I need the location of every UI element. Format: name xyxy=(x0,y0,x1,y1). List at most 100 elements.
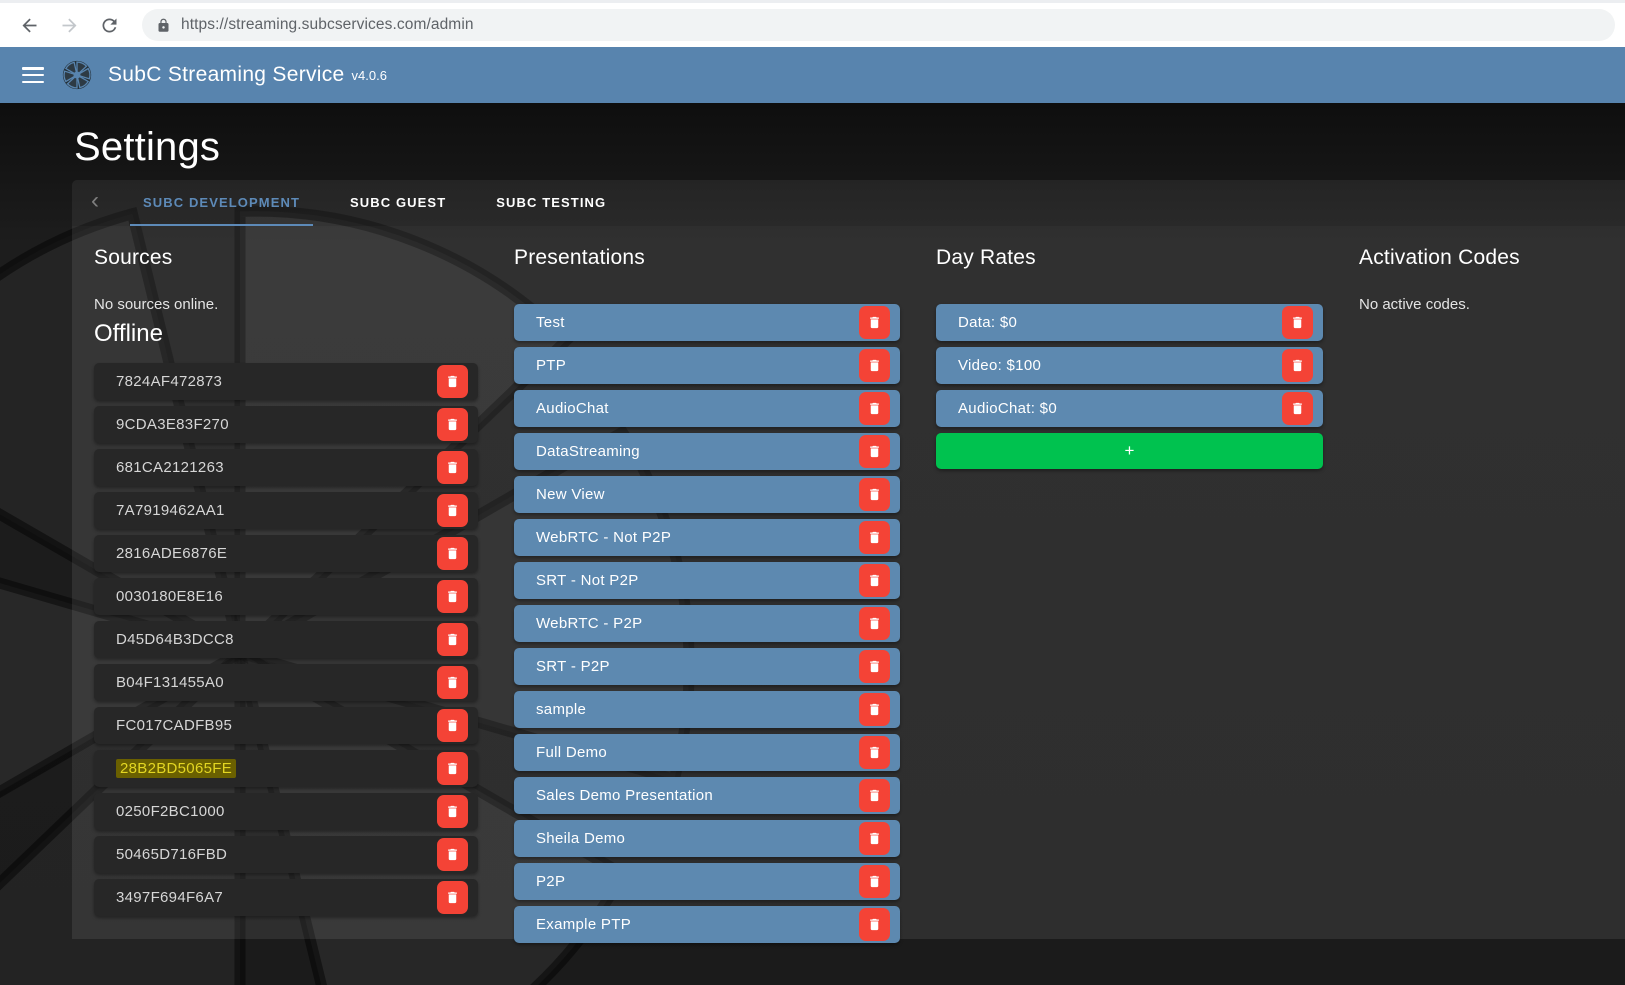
activation-codes-status: No active codes. xyxy=(1359,296,1470,313)
delete-source-button[interactable] xyxy=(437,580,468,613)
forward-button[interactable] xyxy=(52,8,86,42)
delete-presentation-button[interactable] xyxy=(859,779,890,812)
trash-icon xyxy=(448,461,457,474)
delete-source-button[interactable] xyxy=(437,537,468,570)
delete-day-rate-button[interactable] xyxy=(1282,306,1313,339)
trash-icon xyxy=(448,891,457,904)
trash-icon xyxy=(870,359,879,372)
presentation-name: Full Demo xyxy=(536,744,608,761)
account-tabs: ‹ SUBC DEVELOPMENT SUBC GUEST SUBC TESTI… xyxy=(72,180,1625,226)
trash-icon xyxy=(1293,316,1302,329)
presentation-row[interactable]: DataStreaming xyxy=(514,433,900,470)
trash-icon xyxy=(870,789,879,802)
day-rate-value: Data: $0 xyxy=(958,314,1018,331)
add-day-rate-button[interactable]: + xyxy=(936,433,1323,469)
delete-source-button[interactable] xyxy=(437,408,468,441)
presentations-column: Presentations Test PTP xyxy=(514,246,900,949)
menu-icon[interactable] xyxy=(22,67,44,83)
source-id: 0030180E8E16 xyxy=(116,588,224,605)
forward-icon xyxy=(62,18,76,32)
delete-presentation-button[interactable] xyxy=(859,435,890,468)
tab[interactable]: SUBC DEVELOPMENT xyxy=(130,180,314,226)
delete-source-button[interactable] xyxy=(437,752,468,785)
delete-source-button[interactable] xyxy=(437,365,468,398)
presentation-row[interactable]: PTP xyxy=(514,347,900,384)
delete-source-button[interactable] xyxy=(437,451,468,484)
day-rate-row[interactable]: Data: $0 xyxy=(936,304,1323,341)
trash-icon xyxy=(1293,359,1302,372)
source-row: 3497F694F6A7 xyxy=(94,879,478,916)
presentation-row[interactable]: AudioChat xyxy=(514,390,900,427)
settings-panel: Sources No sources online. Offline 7824A… xyxy=(72,226,1625,943)
trash-icon xyxy=(448,676,457,689)
delete-source-button[interactable] xyxy=(437,881,468,914)
back-button[interactable] xyxy=(12,8,46,42)
delete-presentation-button[interactable] xyxy=(859,908,890,941)
presentation-row[interactable]: Sheila Demo xyxy=(514,820,900,857)
delete-source-button[interactable] xyxy=(437,838,468,871)
delete-source-button[interactable] xyxy=(437,494,468,527)
trash-icon xyxy=(870,488,879,501)
trash-icon xyxy=(870,445,879,458)
delete-presentation-button[interactable] xyxy=(859,349,890,382)
day-rate-value: AudioChat: $0 xyxy=(958,400,1057,417)
source-row: 0030180E8E16 xyxy=(94,578,478,615)
source-id: 28B2BD5065FE xyxy=(116,759,237,778)
presentation-row[interactable]: WebRTC - Not P2P xyxy=(514,519,900,556)
trash-icon xyxy=(870,316,879,329)
source-id: 3497F694F6A7 xyxy=(116,889,224,906)
trash-icon xyxy=(870,746,879,759)
delete-source-button[interactable] xyxy=(437,666,468,699)
trash-icon xyxy=(448,418,457,431)
trash-icon xyxy=(448,547,457,560)
browser-chrome: https://streaming.subcservices.com/admin xyxy=(0,0,1625,47)
source-id: B04F131455A0 xyxy=(116,674,224,691)
presentation-row[interactable]: Sales Demo Presentation xyxy=(514,777,900,814)
source-row: B04F131455A0 xyxy=(94,664,478,701)
delete-day-rate-button[interactable] xyxy=(1282,392,1313,425)
delete-presentation-button[interactable] xyxy=(859,736,890,769)
presentation-row[interactable]: sample xyxy=(514,691,900,728)
presentation-row[interactable]: Example PTP xyxy=(514,906,900,943)
trash-icon xyxy=(870,703,879,716)
delete-presentation-button[interactable] xyxy=(859,607,890,640)
delete-presentation-button[interactable] xyxy=(859,392,890,425)
source-row: 50465D716FBD xyxy=(94,836,478,873)
delete-presentation-button[interactable] xyxy=(859,650,890,683)
delete-source-button[interactable] xyxy=(437,709,468,742)
day-rate-row[interactable]: Video: $100 xyxy=(936,347,1323,384)
trash-icon xyxy=(448,719,457,732)
trash-icon xyxy=(448,633,457,646)
delete-presentation-button[interactable] xyxy=(859,822,890,855)
delete-presentation-button[interactable] xyxy=(859,306,890,339)
presentation-row[interactable]: SRT - Not P2P xyxy=(514,562,900,599)
activation-codes-title: Activation Codes xyxy=(1359,246,1520,269)
delete-source-button[interactable] xyxy=(437,795,468,828)
presentation-row[interactable]: Test xyxy=(514,304,900,341)
delete-source-button[interactable] xyxy=(437,623,468,656)
tab[interactable]: SUBC TESTING xyxy=(496,194,607,210)
source-id: 9CDA3E83F270 xyxy=(116,416,229,433)
delete-presentation-button[interactable] xyxy=(859,865,890,898)
tab[interactable]: SUBC GUEST xyxy=(350,194,447,210)
presentation-row[interactable]: Full Demo xyxy=(514,734,900,771)
presentation-row[interactable]: New View xyxy=(514,476,900,513)
trash-icon xyxy=(870,832,879,845)
source-row: 0250F2BC1000 xyxy=(94,793,478,830)
tabs-scroll-left-icon[interactable]: ‹ xyxy=(91,187,99,214)
presentation-row[interactable]: P2P xyxy=(514,863,900,900)
reload-button[interactable] xyxy=(92,8,126,42)
presentation-row[interactable]: WebRTC - P2P xyxy=(514,605,900,642)
delete-presentation-button[interactable] xyxy=(859,564,890,597)
trash-icon xyxy=(870,660,879,673)
delete-day-rate-button[interactable] xyxy=(1282,349,1313,382)
address-bar[interactable]: https://streaming.subcservices.com/admin xyxy=(142,9,1615,41)
trash-icon xyxy=(448,590,457,603)
delete-presentation-button[interactable] xyxy=(859,521,890,554)
delete-presentation-button[interactable] xyxy=(859,693,890,726)
trash-icon xyxy=(870,531,879,544)
sources-column: Sources No sources online. Offline 7824A… xyxy=(94,246,478,949)
day-rate-row[interactable]: AudioChat: $0 xyxy=(936,390,1323,427)
delete-presentation-button[interactable] xyxy=(859,478,890,511)
presentation-row[interactable]: SRT - P2P xyxy=(514,648,900,685)
